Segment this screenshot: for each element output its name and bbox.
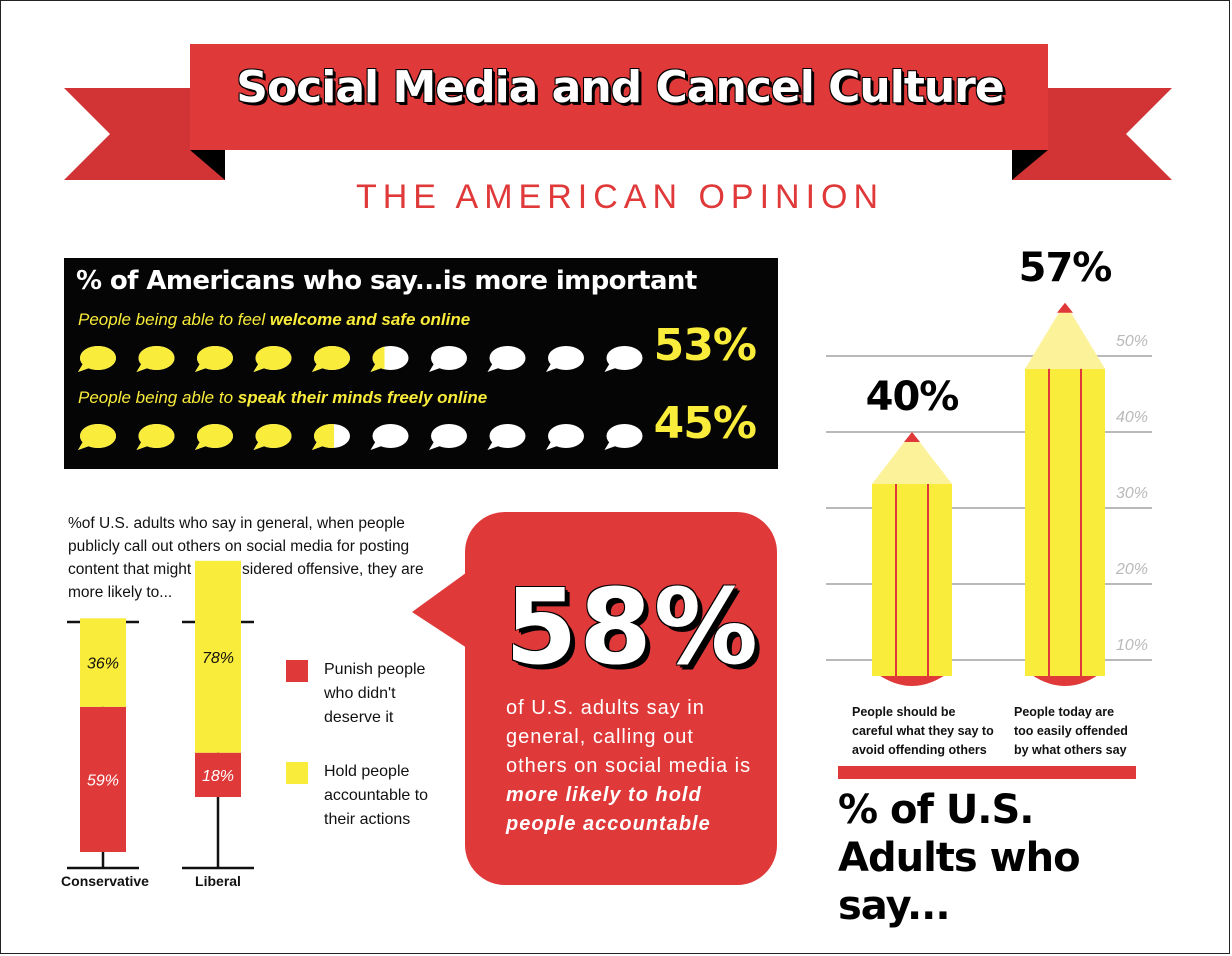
bar-accountable-liberal — [195, 560, 241, 753]
pencil-chart-title: % of U.S. Adults who say... — [838, 787, 1081, 929]
bar-group-liberal: 18% 78% Liberal — [182, 560, 254, 889]
speech-bubble-icon — [546, 346, 584, 372]
data-label-accountable-conservative: 36% — [87, 656, 119, 673]
speech-bubble-icon — [604, 424, 643, 450]
speech-bubble-icon — [429, 424, 467, 450]
speech-bubble-icon — [370, 346, 409, 372]
callout-bubble — [412, 512, 777, 885]
importance-chart-title: % of Americans who say...is more importa… — [76, 266, 697, 296]
speech-bubble-icons — [78, 346, 643, 450]
bar-group-conservative: 59% 36% Conservative — [61, 618, 149, 889]
legend-label-punish: Punish people who didn't deserve it — [324, 661, 426, 726]
accountability-chart: 59% 36% Conservative 18% 78% Liberal — [61, 560, 254, 889]
speech-bubble-icon — [429, 346, 467, 372]
data-label-punish-liberal: 18% — [202, 768, 234, 785]
pencil-bar-2 — [1025, 302, 1105, 686]
y-tick-label: 40% — [1116, 409, 1149, 426]
speech-bubble-icon — [136, 346, 175, 372]
speech-bubble-icon — [195, 346, 233, 372]
y-tick-label: 30% — [1116, 485, 1149, 502]
legend-swatch-punish — [286, 660, 308, 682]
accountability-chart-title: %of U.S. adults who say in general, when… — [68, 515, 424, 601]
speech-bubble-icon — [546, 424, 584, 450]
y-tick-label: 10% — [1116, 637, 1149, 654]
category-label-speak: People being able to speak their minds f… — [78, 388, 488, 407]
category-label-conservative: Conservative — [61, 873, 149, 889]
speech-bubble-icon — [78, 346, 116, 372]
speech-bubble-icon — [312, 424, 350, 450]
callout-value: 58% — [505, 566, 760, 688]
pencil-bar-1 — [872, 432, 952, 686]
speech-bubble-icon — [487, 346, 526, 372]
bar-punish-liberal — [195, 752, 241, 797]
category-label-pencil-1: People should be careful what they say t… — [852, 705, 994, 757]
speech-bubble-icon — [312, 346, 350, 372]
banner-left-tail — [64, 88, 225, 180]
banner-right-fold — [1012, 150, 1048, 180]
speech-bubble-icon — [487, 424, 526, 450]
speech-bubble-icon — [253, 346, 292, 372]
speech-bubble-icon — [253, 424, 292, 450]
speech-bubble-icon — [604, 346, 643, 372]
bar-accountable-conservative — [80, 618, 126, 707]
page-subtitle: THE AMERICAN OPINION — [355, 178, 885, 216]
title-underline-bar — [838, 766, 1136, 779]
value-label-pencil-1: 40% — [865, 374, 960, 420]
speech-bubble-icon — [136, 424, 175, 450]
speech-bubble-icon — [195, 424, 233, 450]
page-title: Social Media and Cancel Culture — [236, 62, 1004, 113]
callout-text: of U.S. adults say in general, calling o… — [506, 697, 752, 835]
value-label-speak: 45% — [653, 398, 757, 449]
bar-punish-conservative — [80, 706, 126, 852]
value-label-pencil-2: 57% — [1018, 244, 1113, 291]
category-label-liberal: Liberal — [195, 873, 241, 889]
speech-bubble-icon — [78, 424, 116, 450]
speech-bubble-icon — [370, 424, 409, 450]
data-label-accountable-liberal: 78% — [202, 650, 234, 667]
y-tick-label: 50% — [1116, 333, 1149, 350]
importance-panel: % of Americans who say...is more importa… — [64, 258, 778, 469]
banner-main — [190, 44, 1048, 150]
category-label-pencil-2: People today are too easily offended by … — [1014, 705, 1128, 757]
category-label-welcome: People being able to feel welcome and sa… — [78, 310, 471, 329]
y-tick-label: 20% — [1116, 561, 1149, 578]
legend-swatch-accountable — [286, 762, 308, 784]
data-label-punish-conservative: 59% — [87, 772, 119, 789]
banner-right-tail — [1012, 88, 1172, 180]
legend-label-accountable: Hold people accountable to their actions — [324, 763, 429, 828]
title-banner — [64, 44, 1172, 180]
banner-left-fold — [190, 150, 225, 180]
value-label-welcome: 53% — [653, 320, 757, 371]
